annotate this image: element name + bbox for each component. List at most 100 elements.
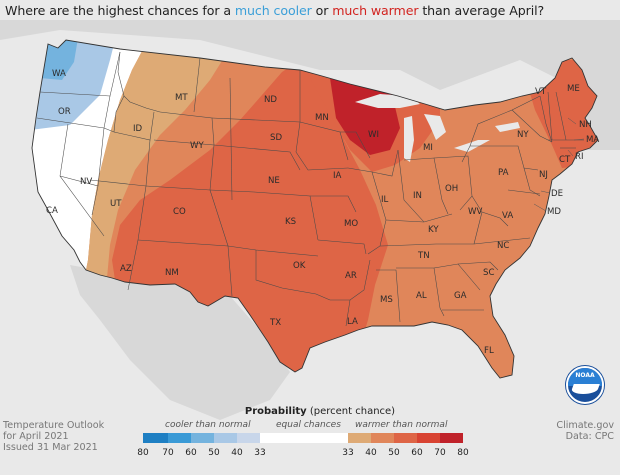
canada-land: [0, 20, 620, 150]
legend-tick-warm-3: 50: [388, 448, 400, 458]
svg-text:OR: OR: [58, 107, 71, 117]
svg-text:MD: MD: [547, 207, 561, 217]
svg-text:IN: IN: [413, 191, 422, 201]
legend-swatch-cool-2: [168, 433, 191, 443]
svg-text:NV: NV: [80, 177, 92, 187]
svg-text:CA: CA: [46, 206, 58, 216]
state-borders: [36, 51, 584, 327]
credit-data-source: Data: CPC: [565, 431, 614, 442]
svg-text:ND: ND: [264, 95, 277, 105]
credit-climate-gov: Climate.gov: [556, 420, 614, 431]
legend-swatch-warm-4: [417, 433, 440, 443]
svg-text:NY: NY: [517, 130, 529, 140]
svg-text:WA: WA: [52, 69, 66, 79]
title-suffix: than average April?: [418, 3, 545, 18]
outlook-info: Temperature Outlook for April 2021 Issue…: [3, 420, 104, 453]
svg-text:NH: NH: [579, 120, 592, 130]
svg-text:NM: NM: [165, 268, 179, 278]
legend-swatch-cool-3: [191, 433, 214, 443]
lake-huron: [424, 114, 446, 140]
legend-tick-cool-5: 40: [231, 448, 243, 458]
legend-swatch-equal: [260, 433, 348, 443]
legend-title: Probability (percent chance): [200, 406, 440, 417]
title-warm-phrase: much warmer: [332, 3, 419, 18]
svg-text:FL: FL: [484, 346, 494, 356]
svg-text:IL: IL: [381, 195, 389, 205]
svg-text:AZ: AZ: [120, 264, 132, 274]
legend-swatch-cool-1: [143, 433, 168, 443]
svg-text:GA: GA: [454, 291, 467, 301]
us-outline: [31, 39, 599, 379]
svg-text:CO: CO: [173, 207, 186, 217]
svg-text:PA: PA: [498, 168, 509, 178]
legend-tick-warm-1: 33: [342, 448, 354, 458]
svg-text:WV: WV: [468, 207, 482, 217]
legend-swatch-warm-5: [440, 433, 463, 443]
legend-tick-warm-2: 40: [365, 448, 377, 458]
legend-title-bold: Probability: [244, 406, 307, 417]
svg-text:CT: CT: [559, 155, 571, 165]
lake-ontario: [495, 122, 520, 132]
mexico-land: [70, 265, 290, 420]
legend-swatch-warm-2: [371, 433, 394, 443]
svg-text:ID: ID: [133, 124, 143, 134]
legend-tick-cool-1: 80: [137, 448, 149, 458]
svg-text:ME: ME: [567, 84, 580, 94]
svg-text:KY: KY: [428, 225, 439, 235]
legend-cooler-label: cooler than normal: [165, 420, 251, 430]
svg-text:KS: KS: [285, 217, 296, 227]
legend-equal-label: equal chances: [276, 420, 341, 430]
svg-text:MI: MI: [423, 143, 433, 153]
zone-above-40: [80, 40, 250, 300]
outlook-info-line2: for April 2021: [3, 431, 69, 442]
svg-text:NE: NE: [268, 176, 280, 186]
lake-michigan: [404, 116, 414, 162]
legend-tick-cool-4: 50: [208, 448, 220, 458]
svg-text:AR: AR: [345, 271, 357, 281]
noaa-logo: NOAA: [566, 366, 604, 404]
title-prefix: Where are the highest chances for a: [5, 3, 235, 18]
svg-text:SC: SC: [483, 268, 494, 278]
noaa-bird-icon: [570, 384, 600, 394]
svg-text:RI: RI: [575, 152, 584, 162]
legend-tick-warm-4: 60: [411, 448, 423, 458]
legend-tick-cool-2: 70: [162, 448, 174, 458]
svg-text:DE: DE: [551, 189, 563, 199]
svg-text:UT: UT: [110, 199, 122, 209]
label-leader-lines: [533, 117, 585, 212]
svg-text:VA: VA: [502, 211, 513, 221]
svg-text:MN: MN: [315, 113, 329, 123]
svg-text:LA: LA: [347, 317, 358, 327]
svg-text:TX: TX: [269, 318, 281, 328]
svg-text:MO: MO: [344, 219, 358, 229]
svg-text:VT: VT: [535, 87, 547, 97]
legend-tick-warm-6: 80: [457, 448, 469, 458]
legend-swatch-cool-4: [214, 433, 237, 443]
svg-text:WI: WI: [368, 130, 379, 140]
svg-text:OK: OK: [293, 261, 306, 271]
svg-text:NJ: NJ: [539, 170, 548, 180]
svg-text:WY: WY: [190, 141, 204, 151]
svg-text:IA: IA: [333, 171, 342, 181]
legend-tick-cool-3: 60: [185, 448, 197, 458]
title-connector: or: [311, 3, 333, 18]
svg-text:MA: MA: [586, 135, 599, 145]
legend-swatch-warm-3: [394, 433, 417, 443]
map-title: Where are the highest chances for a much…: [5, 3, 544, 18]
svg-text:MS: MS: [380, 295, 393, 305]
title-cool-phrase: much cooler: [234, 3, 312, 18]
legend-tick-warm-5: 70: [434, 448, 446, 458]
legend-title-rest: (percent chance): [306, 406, 396, 417]
legend-swatch-warm-1: [348, 433, 371, 443]
credit-block: Climate.gov Data: CPC: [556, 420, 614, 442]
legend-swatch-cool-5: [237, 433, 260, 443]
svg-text:OH: OH: [445, 184, 458, 194]
svg-text:AL: AL: [416, 291, 427, 301]
legend-warmer-label: warmer than normal: [355, 420, 448, 430]
svg-text:MT: MT: [175, 93, 188, 103]
legend-tick-cool-6: 33: [254, 448, 266, 458]
noaa-logo-text: NOAA: [575, 372, 595, 379]
